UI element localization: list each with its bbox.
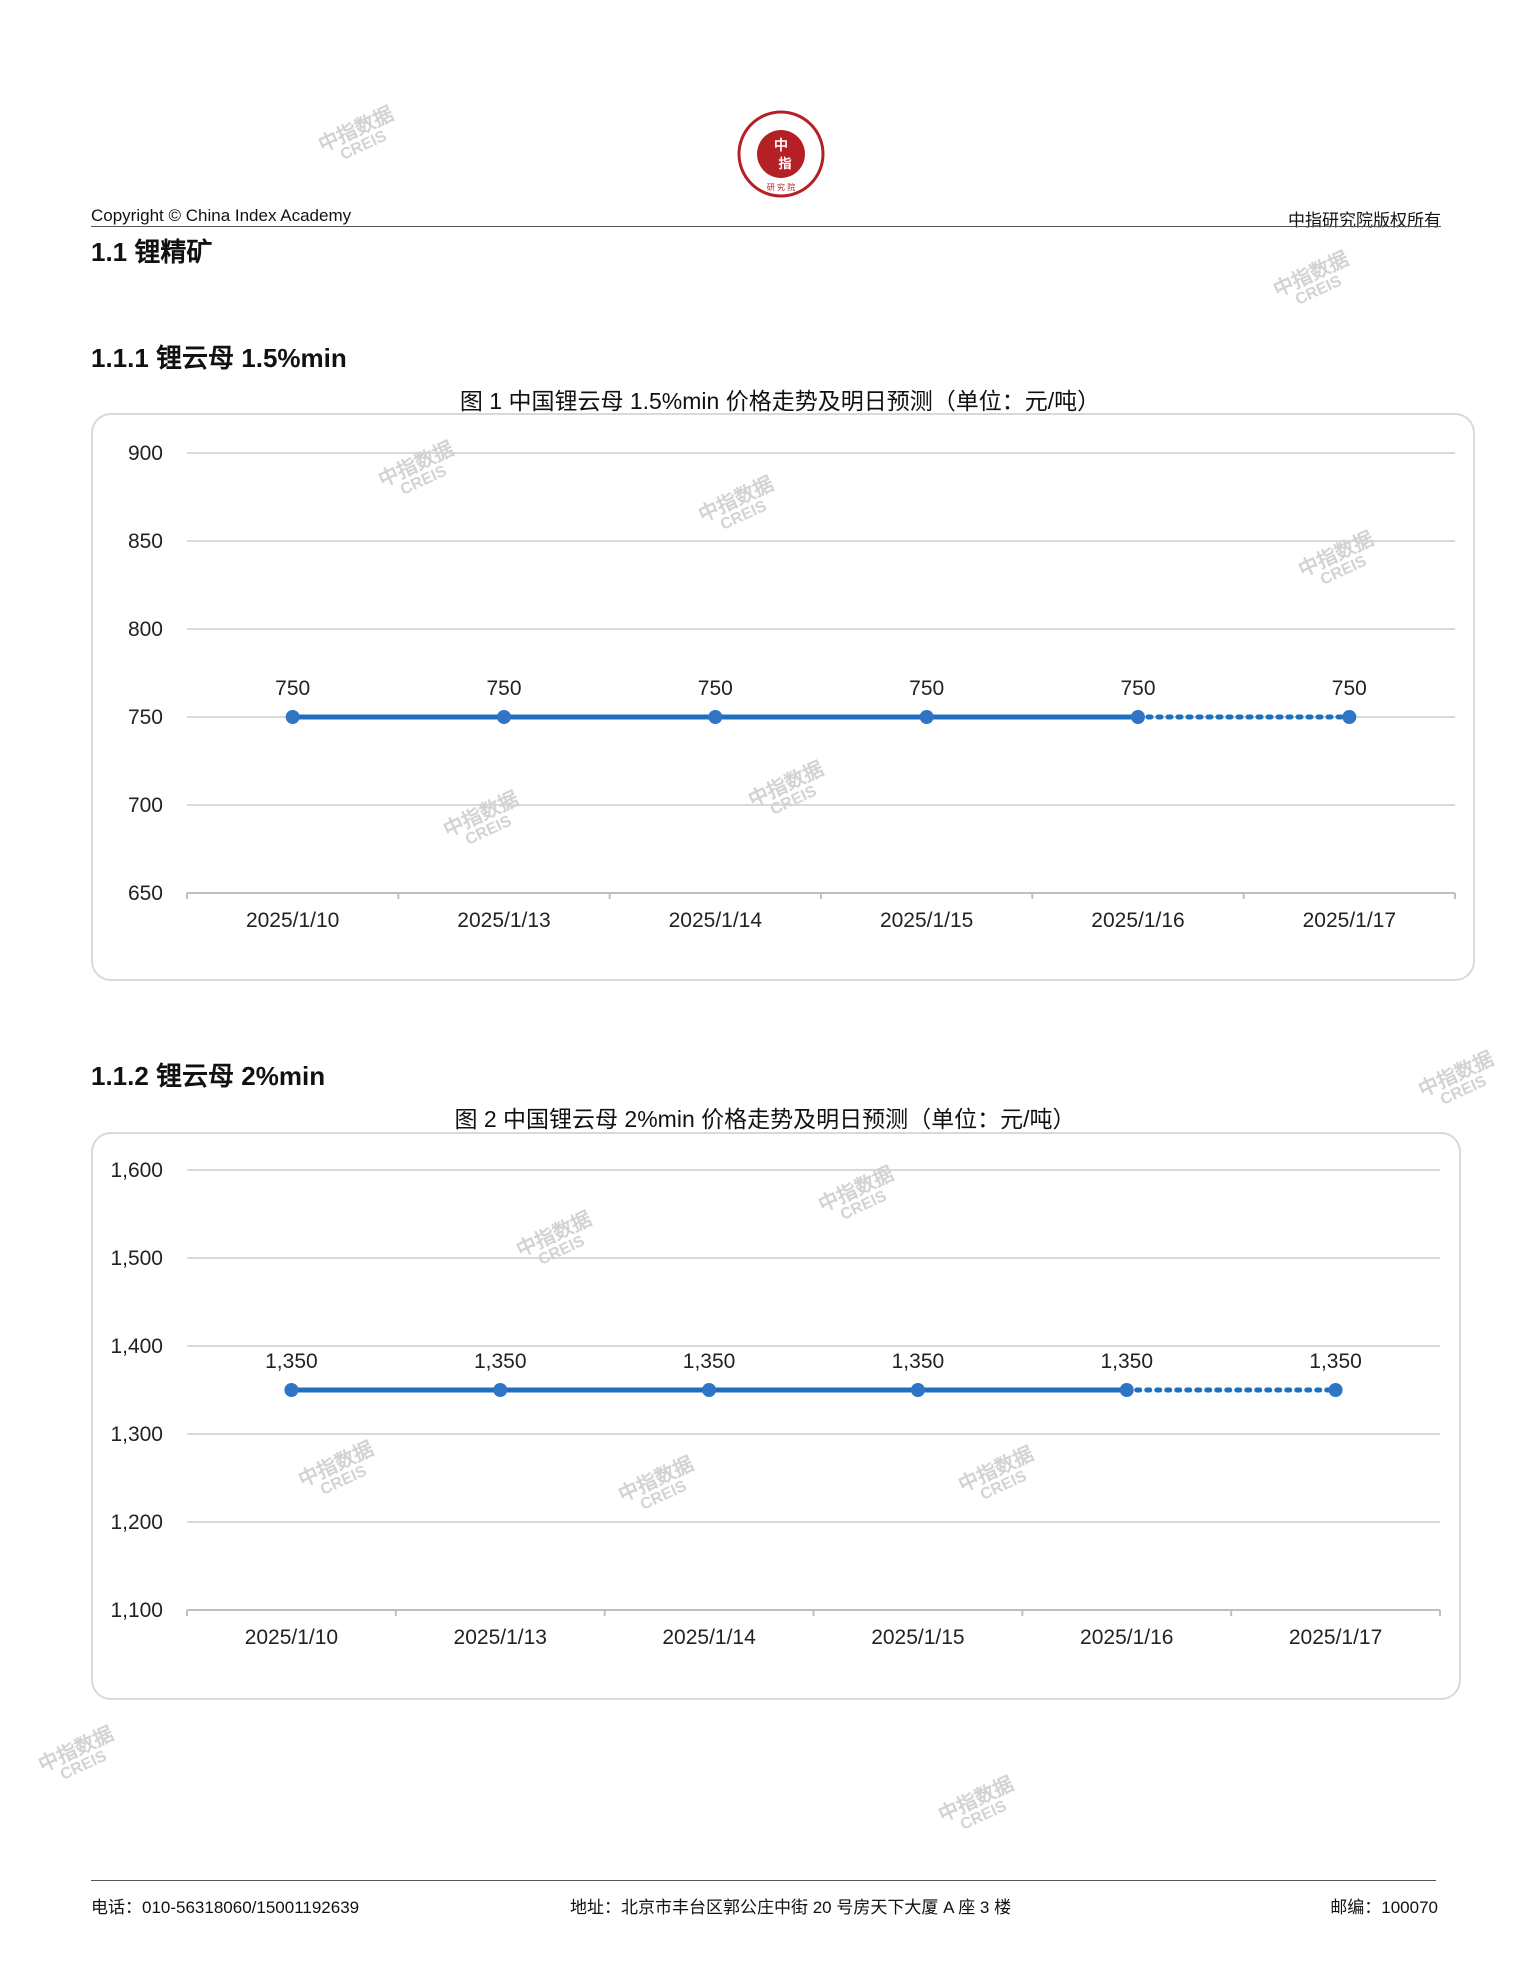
x-tick-label: 2025/1/13 <box>454 1626 547 1649</box>
y-tick-label: 1,500 <box>110 1247 163 1270</box>
svg-text:研 究 院: 研 究 院 <box>767 182 795 192</box>
x-tick-label: 2025/1/15 <box>871 1626 964 1649</box>
data-label: 750 <box>1332 677 1367 700</box>
data-label: 1,350 <box>265 1350 318 1373</box>
chart-title-1: 图 1 中国锂云母 1.5%min 价格走势及明日预测（单位：元/吨） <box>459 388 1101 414</box>
x-tick-label: 2025/1/17 <box>1303 909 1396 932</box>
data-point <box>1119 1383 1134 1397</box>
chart-frame-1 <box>91 413 1475 981</box>
x-tick-label: 2025/1/10 <box>246 909 339 932</box>
y-tick-label: 1,300 <box>110 1423 163 1446</box>
data-point <box>493 1383 508 1397</box>
y-tick-label: 700 <box>128 794 163 817</box>
footer-phone: 电话：010-56318060/15001192639 <box>91 1898 360 1917</box>
y-tick-label: 1,600 <box>110 1159 163 1182</box>
china-index-academy-logo: 中 指 研 究 院 <box>737 110 825 198</box>
data-point <box>708 710 723 724</box>
data-point <box>1131 710 1145 724</box>
data-point <box>702 1383 717 1397</box>
data-point <box>919 710 934 724</box>
data-point <box>285 710 300 724</box>
x-tick-label: 2025/1/14 <box>669 909 763 932</box>
data-point <box>910 1383 925 1397</box>
data-point <box>497 710 511 724</box>
data-label: 750 <box>909 677 944 700</box>
footer-divider <box>91 1880 1436 1881</box>
header-divider <box>91 226 1441 227</box>
data-label: 1,350 <box>474 1350 527 1373</box>
subsection-heading-2: 1.1.2 锂云母 2%min <box>91 1061 326 1091</box>
svg-text:中: 中 <box>774 137 788 153</box>
data-label: 1,350 <box>892 1350 945 1373</box>
x-tick-label: 2025/1/16 <box>1091 909 1184 932</box>
x-tick-label: 2025/1/10 <box>245 1626 338 1649</box>
data-label: 750 <box>275 677 310 700</box>
x-tick-label: 2025/1/13 <box>457 909 550 932</box>
data-label: 1,350 <box>1309 1350 1362 1373</box>
x-tick-label: 2025/1/17 <box>1289 1626 1382 1649</box>
y-tick-label: 1,400 <box>110 1335 163 1358</box>
data-label: 750 <box>486 677 521 700</box>
data-point <box>1342 710 1357 724</box>
x-tick-label: 2025/1/14 <box>662 1626 756 1649</box>
copyright-text: Copyright © China Index Academy <box>91 206 352 225</box>
data-point <box>1328 1383 1343 1397</box>
section-heading: 1.1 锂精矿 <box>91 237 213 267</box>
subsection-heading-1: 1.1.1 锂云母 1.5%min <box>91 343 347 373</box>
x-tick-label: 2025/1/15 <box>880 909 973 932</box>
svg-text:指: 指 <box>778 156 791 171</box>
x-tick-label: 2025/1/16 <box>1080 1626 1173 1649</box>
footer-address: 地址：北京市丰台区郭公庄中街 20 号房天下大厦 A 座 3 楼 <box>570 1898 1012 1917</box>
y-tick-label: 800 <box>128 618 163 641</box>
y-tick-label: 750 <box>128 706 163 729</box>
data-label: 750 <box>1120 677 1155 700</box>
data-label: 1,350 <box>1100 1350 1153 1373</box>
chart-frame-2 <box>91 1132 1461 1700</box>
data-label: 1,350 <box>683 1350 736 1373</box>
data-label: 750 <box>698 677 733 700</box>
y-tick-label: 850 <box>128 530 163 553</box>
footer-postcode: 邮编：100070 <box>1330 1898 1438 1917</box>
y-tick-label: 650 <box>128 882 163 905</box>
chart-title-2: 图 2 中国锂云母 2%min 价格走势及明日预测（单位：元/吨） <box>454 1106 1076 1132</box>
y-tick-label: 1,200 <box>110 1511 163 1534</box>
data-point <box>284 1383 299 1397</box>
y-tick-label: 900 <box>128 442 163 465</box>
y-tick-label: 1,100 <box>110 1599 163 1622</box>
